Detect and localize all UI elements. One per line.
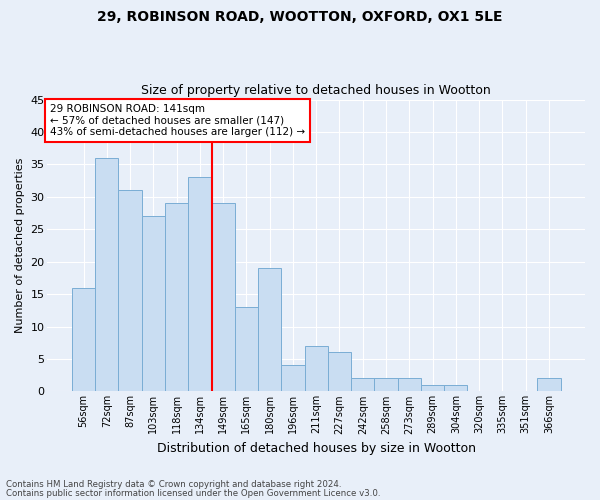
Bar xyxy=(374,378,398,392)
Bar xyxy=(72,288,95,392)
Bar xyxy=(235,307,258,392)
Title: Size of property relative to detached houses in Wootton: Size of property relative to detached ho… xyxy=(142,84,491,97)
Y-axis label: Number of detached properties: Number of detached properties xyxy=(15,158,25,333)
Text: Contains public sector information licensed under the Open Government Licence v3: Contains public sector information licen… xyxy=(6,488,380,498)
Bar xyxy=(188,178,212,392)
Bar xyxy=(328,352,351,392)
Bar xyxy=(398,378,421,392)
Bar xyxy=(212,204,235,392)
Text: 29 ROBINSON ROAD: 141sqm
← 57% of detached houses are smaller (147)
43% of semi-: 29 ROBINSON ROAD: 141sqm ← 57% of detach… xyxy=(50,104,305,137)
Bar xyxy=(537,378,560,392)
X-axis label: Distribution of detached houses by size in Wootton: Distribution of detached houses by size … xyxy=(157,442,476,455)
Bar xyxy=(118,190,142,392)
Bar xyxy=(142,216,165,392)
Text: Contains HM Land Registry data © Crown copyright and database right 2024.: Contains HM Land Registry data © Crown c… xyxy=(6,480,341,489)
Bar xyxy=(281,366,305,392)
Bar xyxy=(305,346,328,392)
Bar xyxy=(421,385,444,392)
Bar xyxy=(258,268,281,392)
Text: 29, ROBINSON ROAD, WOOTTON, OXFORD, OX1 5LE: 29, ROBINSON ROAD, WOOTTON, OXFORD, OX1 … xyxy=(97,10,503,24)
Bar xyxy=(444,385,467,392)
Bar xyxy=(165,204,188,392)
Bar xyxy=(351,378,374,392)
Bar xyxy=(95,158,118,392)
